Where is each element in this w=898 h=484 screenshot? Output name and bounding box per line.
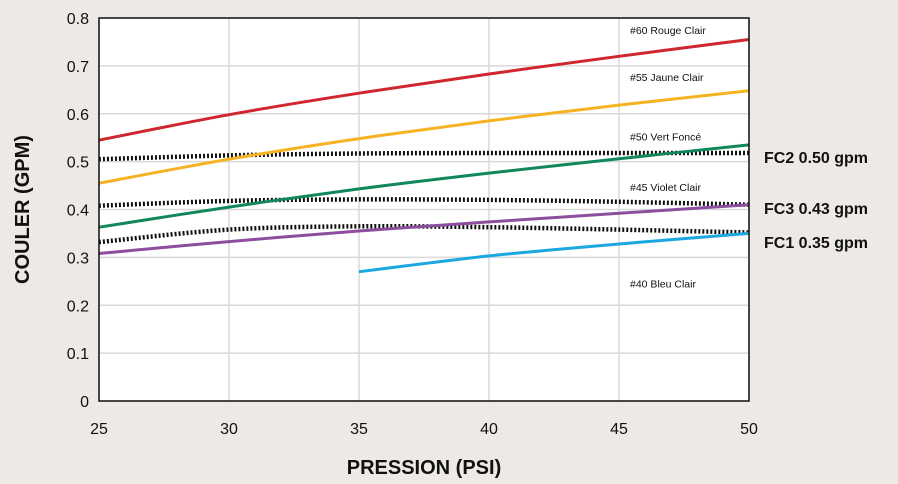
- x-axis-title: PRESSION (PSI): [347, 457, 501, 479]
- series-line: [98, 89, 750, 185]
- series-label: #40 Bleu Clair: [630, 279, 696, 291]
- x-tick-label: 50: [740, 421, 758, 438]
- y-tick-label: 0.2: [67, 298, 89, 315]
- series-line: [98, 143, 750, 229]
- y-tick-label: 0.1: [67, 346, 89, 363]
- x-tick-labels: 25 30 35 40 45 50: [90, 421, 758, 438]
- x-tick-label: 35: [350, 421, 368, 438]
- plot-frame: [98, 17, 750, 402]
- x-tick-label: 30: [220, 421, 238, 438]
- series-labels: #60 Rouge Clair #55 Jaune Clair #50 Vert F…: [630, 25, 706, 291]
- series-line: [98, 38, 750, 142]
- series-label: #60 Rouge Clair: [630, 25, 706, 37]
- series-lines: [98, 38, 750, 274]
- y-tick-label: 0: [80, 394, 89, 411]
- flow-control-label: FC1 0.35 gpm: [764, 235, 868, 252]
- y-tick-label: 0.8: [67, 11, 89, 28]
- flow-control-line: [98, 150, 749, 162]
- y-tick-label: 0.4: [67, 203, 89, 220]
- flow-control-line: [98, 197, 750, 208]
- y-tick-label: 0.6: [67, 107, 89, 124]
- x-tick-label: 40: [480, 421, 498, 438]
- y-tick-label: 0.5: [67, 155, 89, 172]
- series-label: #50 Vert Foncé: [630, 132, 701, 144]
- y-tick-label: 0.3: [67, 250, 89, 267]
- series-label: #55 Jaune Clair: [630, 72, 704, 84]
- y-tick-labels: 0 0.1 0.2 0.3 0.4 0.5 0.6 0.7 0.8: [67, 11, 89, 411]
- series-line: [358, 231, 750, 274]
- y-tick-label: 0.7: [67, 59, 89, 76]
- flow-control-label: FC2 0.50 gpm: [764, 150, 868, 167]
- x-tick-label: 45: [610, 421, 628, 438]
- flow-control-label: FC3 0.43 gpm: [764, 201, 868, 218]
- series-label: #45 Violet Clair: [630, 182, 702, 194]
- y-axis-title: COULER (GPM): [12, 135, 34, 284]
- flow-control-labels: FC2 0.50 gpm FC3 0.43 gpm FC1 0.35 gpm: [764, 150, 868, 252]
- series-line: [98, 203, 750, 255]
- x-tick-label: 25: [90, 421, 108, 438]
